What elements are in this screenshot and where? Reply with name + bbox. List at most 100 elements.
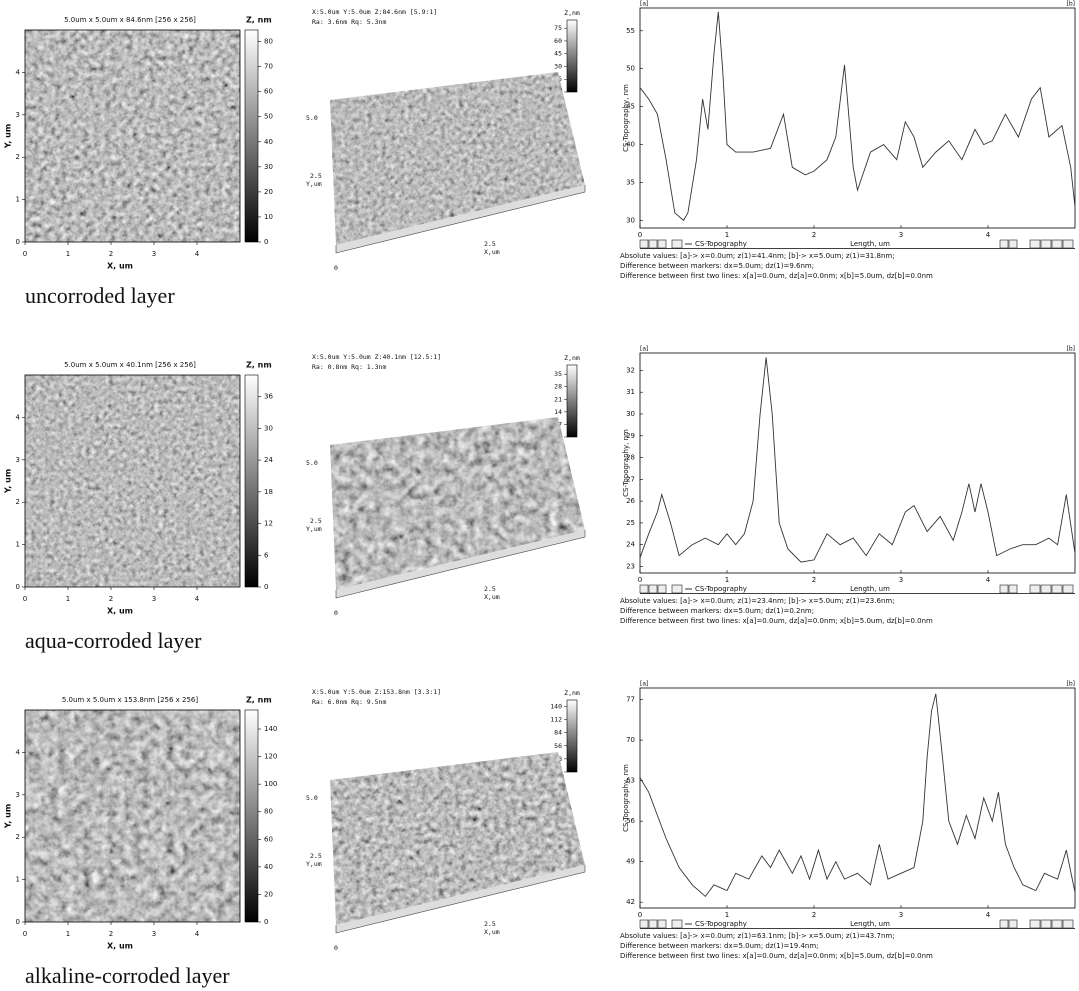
colorbar-tick-label: 40 xyxy=(264,138,273,146)
colorbar xyxy=(566,19,578,93)
x-axis-label: Length, um xyxy=(850,585,890,593)
colorbar-tick-label: 30 xyxy=(264,163,273,171)
toolbar-button xyxy=(999,584,1009,594)
colorbar-tick-label: 12 xyxy=(264,520,273,528)
toolbar-button xyxy=(657,584,667,594)
y-tick-label: 49 xyxy=(626,858,635,866)
map-image xyxy=(25,375,240,587)
colorbar-tick-label: 35 xyxy=(554,370,562,378)
colorbar-tick-label: 6 xyxy=(264,551,269,559)
profile-line xyxy=(639,693,1076,898)
toolbar-button xyxy=(657,919,667,929)
colorbar-tick-label: 20 xyxy=(264,890,273,898)
toolbar-button xyxy=(1029,584,1041,594)
toolbar-button xyxy=(1051,919,1063,929)
y-tick-label: 3 xyxy=(16,111,20,119)
y-tick-label: 2 xyxy=(16,833,20,841)
view-y-tick: 5.0 xyxy=(306,794,318,802)
colorbar-label: Z,nm xyxy=(564,354,580,362)
y-tick-label: 30 xyxy=(626,216,635,224)
y-tick-label: 4 xyxy=(16,68,21,76)
colorbar-tick-label: 28 xyxy=(554,383,562,391)
y-tick-label: 3 xyxy=(16,791,20,799)
y-tick-label: 29 xyxy=(626,432,635,440)
x-tick-label: 2 xyxy=(109,595,113,603)
x-tick-label: 0 xyxy=(638,576,642,584)
y-tick-label: 0 xyxy=(16,918,20,926)
colorbar xyxy=(566,364,578,438)
map-header: 5.0um x 5.0um x 40.1nm [256 x 256] xyxy=(64,361,196,369)
x-tick-label: 0 xyxy=(23,595,27,603)
colorbar-tick-label: 60 xyxy=(554,37,562,45)
colorbar-tick-label: 112 xyxy=(550,716,562,724)
x-tick-label: 3 xyxy=(899,231,903,239)
y-tick-label: 2 xyxy=(16,498,20,506)
y-tick-label: 63 xyxy=(626,777,635,785)
y-tick-label: 24 xyxy=(626,541,635,549)
colorbar-label: Z,nm xyxy=(564,689,580,697)
y-tick-label: 56 xyxy=(626,817,635,825)
marker-a: [a] xyxy=(640,1,648,8)
y-tick-label: 45 xyxy=(626,103,635,111)
view-x-label: X,um xyxy=(484,928,500,936)
colorbar xyxy=(566,699,578,773)
x-axis-label: X, um xyxy=(107,942,133,951)
x-tick-label: 2 xyxy=(812,911,816,919)
colorbar-tick-label: 40 xyxy=(264,863,273,871)
y-tick-label: 27 xyxy=(626,475,635,483)
view-header: X:5.0um Y:5.0um Z:84.6nm [5.9:1] xyxy=(312,8,437,16)
x-tick-label: 3 xyxy=(152,595,156,603)
toolbar-button xyxy=(648,584,658,594)
x-axis-label: X, um xyxy=(107,607,133,616)
plot-frame xyxy=(639,7,1076,229)
view-roughness: Ra: 0.8nm Rq: 1.3nm xyxy=(312,363,386,371)
toolbar-button xyxy=(1029,919,1041,929)
x-axis-label: Length, um xyxy=(850,920,890,928)
view-roughness: Ra: 3.6nm Rq: 5.3nm xyxy=(312,18,386,26)
y-tick-label: 4 xyxy=(16,748,21,756)
y-axis-label: CS-Topography, nm xyxy=(622,429,630,497)
marker-b: [b] xyxy=(1067,681,1076,688)
toolbar-button xyxy=(1008,584,1018,594)
y-tick-label: 55 xyxy=(626,27,635,35)
legend-label: CS-Topography xyxy=(695,920,747,928)
colorbar-tick-label: 56 xyxy=(554,742,562,750)
x-tick-label: 1 xyxy=(66,250,70,258)
x-axis-label: Length, um xyxy=(850,240,890,248)
toolbar-button xyxy=(1051,584,1063,594)
x-tick-label: 1 xyxy=(725,911,729,919)
colorbar-tick-label: 21 xyxy=(554,395,562,403)
colorbar-tick-label: 14 xyxy=(554,408,562,416)
toolbar-button xyxy=(1062,584,1074,594)
x-tick-label: 0 xyxy=(23,250,27,258)
y-axis-label: CS-Topography, nm xyxy=(622,764,630,832)
readout-line: Difference between first two lines: x[a]… xyxy=(620,617,933,625)
view-y-tick: 5.0 xyxy=(306,459,318,467)
colorbar-tick-label: 120 xyxy=(264,753,277,761)
view-x-tick: 2.5 xyxy=(484,585,496,593)
toolbar-button xyxy=(1040,919,1052,929)
readout-line: Difference between markers: dx=5.0um; dz… xyxy=(620,262,814,270)
colorbar-tick-label: 24 xyxy=(264,456,273,464)
view-x-tick: 2.5 xyxy=(484,240,496,248)
y-tick-label: 23 xyxy=(626,562,635,570)
caption: alkaline-corroded layer xyxy=(25,963,230,988)
y-axis-label: Y, um xyxy=(4,469,13,494)
x-tick-label: 4 xyxy=(195,595,200,603)
toolbar-button xyxy=(639,239,649,249)
view-edge xyxy=(335,185,586,254)
view-origin: 0 xyxy=(334,609,338,617)
y-tick-label: 50 xyxy=(626,65,635,73)
readout-line: Absolute values: [a]-> x=0.0um; z(1)=23.… xyxy=(620,597,895,605)
y-tick-label: 70 xyxy=(626,736,635,744)
view-y-tick: 5.0 xyxy=(306,114,318,122)
x-tick-label: 4 xyxy=(986,576,991,584)
colorbar-tick-label: 100 xyxy=(264,780,277,788)
y-tick-label: 0 xyxy=(16,238,20,246)
colorbar-tick-label: 0 xyxy=(264,583,268,591)
x-tick-label: 4 xyxy=(195,250,200,258)
y-tick-label: 0 xyxy=(16,583,20,591)
colorbar-label: Z, nm xyxy=(246,696,272,705)
map-header: 5.0um x 5.0um x 84.6nm [256 x 256] xyxy=(64,16,196,24)
